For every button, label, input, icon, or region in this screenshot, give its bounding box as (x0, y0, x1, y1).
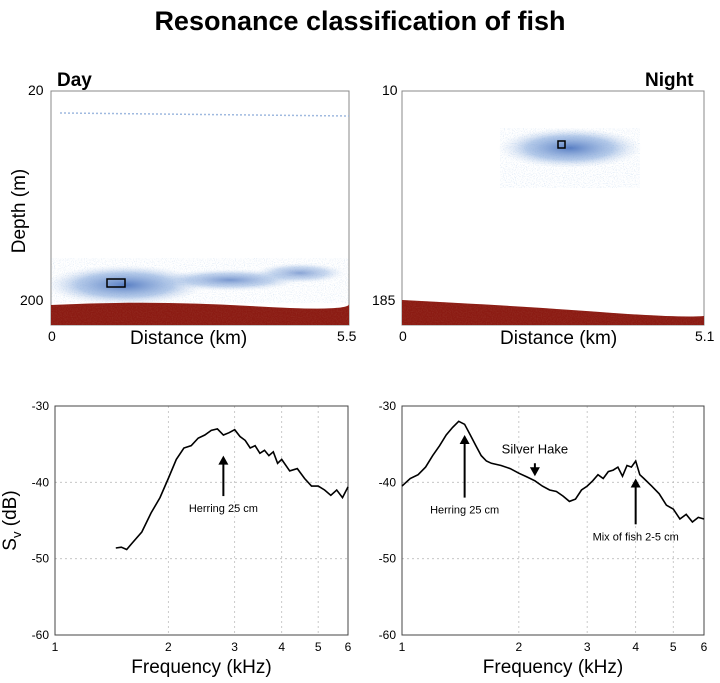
depth-axis-label: Depth (m) (9, 168, 31, 254)
echo-noise-day (51, 258, 349, 303)
x-tick-label: 2 (515, 640, 522, 654)
x-tick-label: 1 (399, 640, 406, 654)
annotation-label: Silver Hake (502, 441, 568, 456)
y-tick-label: -60 (32, 628, 50, 642)
page-title: Resonance classification of fish (154, 6, 566, 36)
echo-noise-night (500, 128, 640, 188)
x-tick-label: 2 (165, 640, 172, 654)
x-tick-label: 4 (632, 640, 639, 654)
annotation-label: Herring 25 cm (430, 505, 499, 517)
seabed-night-texture (402, 300, 704, 325)
distance-axis-label-day: Distance (km) (130, 328, 248, 349)
distance-end-night: 5.1 (695, 328, 715, 344)
annotation-arrowhead (459, 435, 470, 445)
depth-top-night: 10 (382, 82, 398, 98)
surface-line (59, 112, 349, 117)
y-tick-label: -30 (379, 399, 397, 413)
sample-box-night (557, 140, 566, 149)
annotation-label: Herring 25 cm (189, 503, 258, 515)
depth-bottom-day: 200 (20, 292, 44, 308)
sv-series-line (401, 420, 705, 524)
distance-end-day: 5.5 (337, 328, 357, 344)
echogram-night (401, 90, 705, 326)
y-tick-label: -50 (379, 552, 397, 566)
annotation-arrowhead (630, 478, 641, 488)
echogram-day-label: Day (57, 70, 92, 91)
x-tick-label: 5 (315, 640, 322, 654)
annotation-arrowhead (529, 467, 540, 477)
x-tick-label: 1 (52, 640, 59, 654)
y-tick-label: -60 (379, 628, 397, 642)
echogram-day (50, 90, 350, 326)
sv-spectrum-day-chart: 1 2 3 4 5 6 -30 -40 -50 -60 Frequency (kHz) Sv (dB)… (0, 399, 352, 678)
y-tick-label: -40 (379, 475, 397, 489)
annotation-label: Mix of fish 2-5 cm (593, 531, 679, 543)
annotation-arrowhead (218, 455, 229, 465)
echogram-night-label: Night (645, 70, 694, 91)
x-tick-label: 4 (278, 640, 285, 654)
y-tick-label: -30 (32, 399, 50, 413)
x-axis-label: Frequency (kHz) (131, 657, 271, 678)
depth-bottom-night: 185 (372, 292, 396, 308)
x-tick-label: 5 (670, 640, 677, 654)
sample-box-day (106, 278, 126, 288)
sv-series-line (115, 428, 349, 551)
x-axis-label: Frequency (kHz) (483, 657, 623, 678)
distance-start-day: 0 (48, 328, 56, 344)
y-tick-label: -40 (32, 475, 50, 489)
plot-frame (401, 405, 705, 636)
x-tick-label: 6 (701, 640, 708, 654)
x-tick-label: 3 (231, 640, 238, 654)
plot-frame (54, 405, 349, 636)
seabed-day-texture (51, 302, 349, 325)
y-axis-label: Sv (dB) (0, 490, 24, 550)
depth-top-day: 20 (28, 82, 44, 98)
distance-axis-label-night: Distance (km) (500, 328, 618, 349)
x-tick-label: 6 (345, 640, 352, 654)
x-tick-label: 3 (584, 640, 591, 654)
echogram-night-frame (401, 90, 705, 326)
sv-spectrum-night-chart: 1 2 3 4 5 6 -30 -40 -50 -60 Frequency (kHz) Herring… (379, 399, 708, 678)
distance-start-night: 0 (399, 328, 407, 344)
y-tick-label: -50 (32, 552, 50, 566)
